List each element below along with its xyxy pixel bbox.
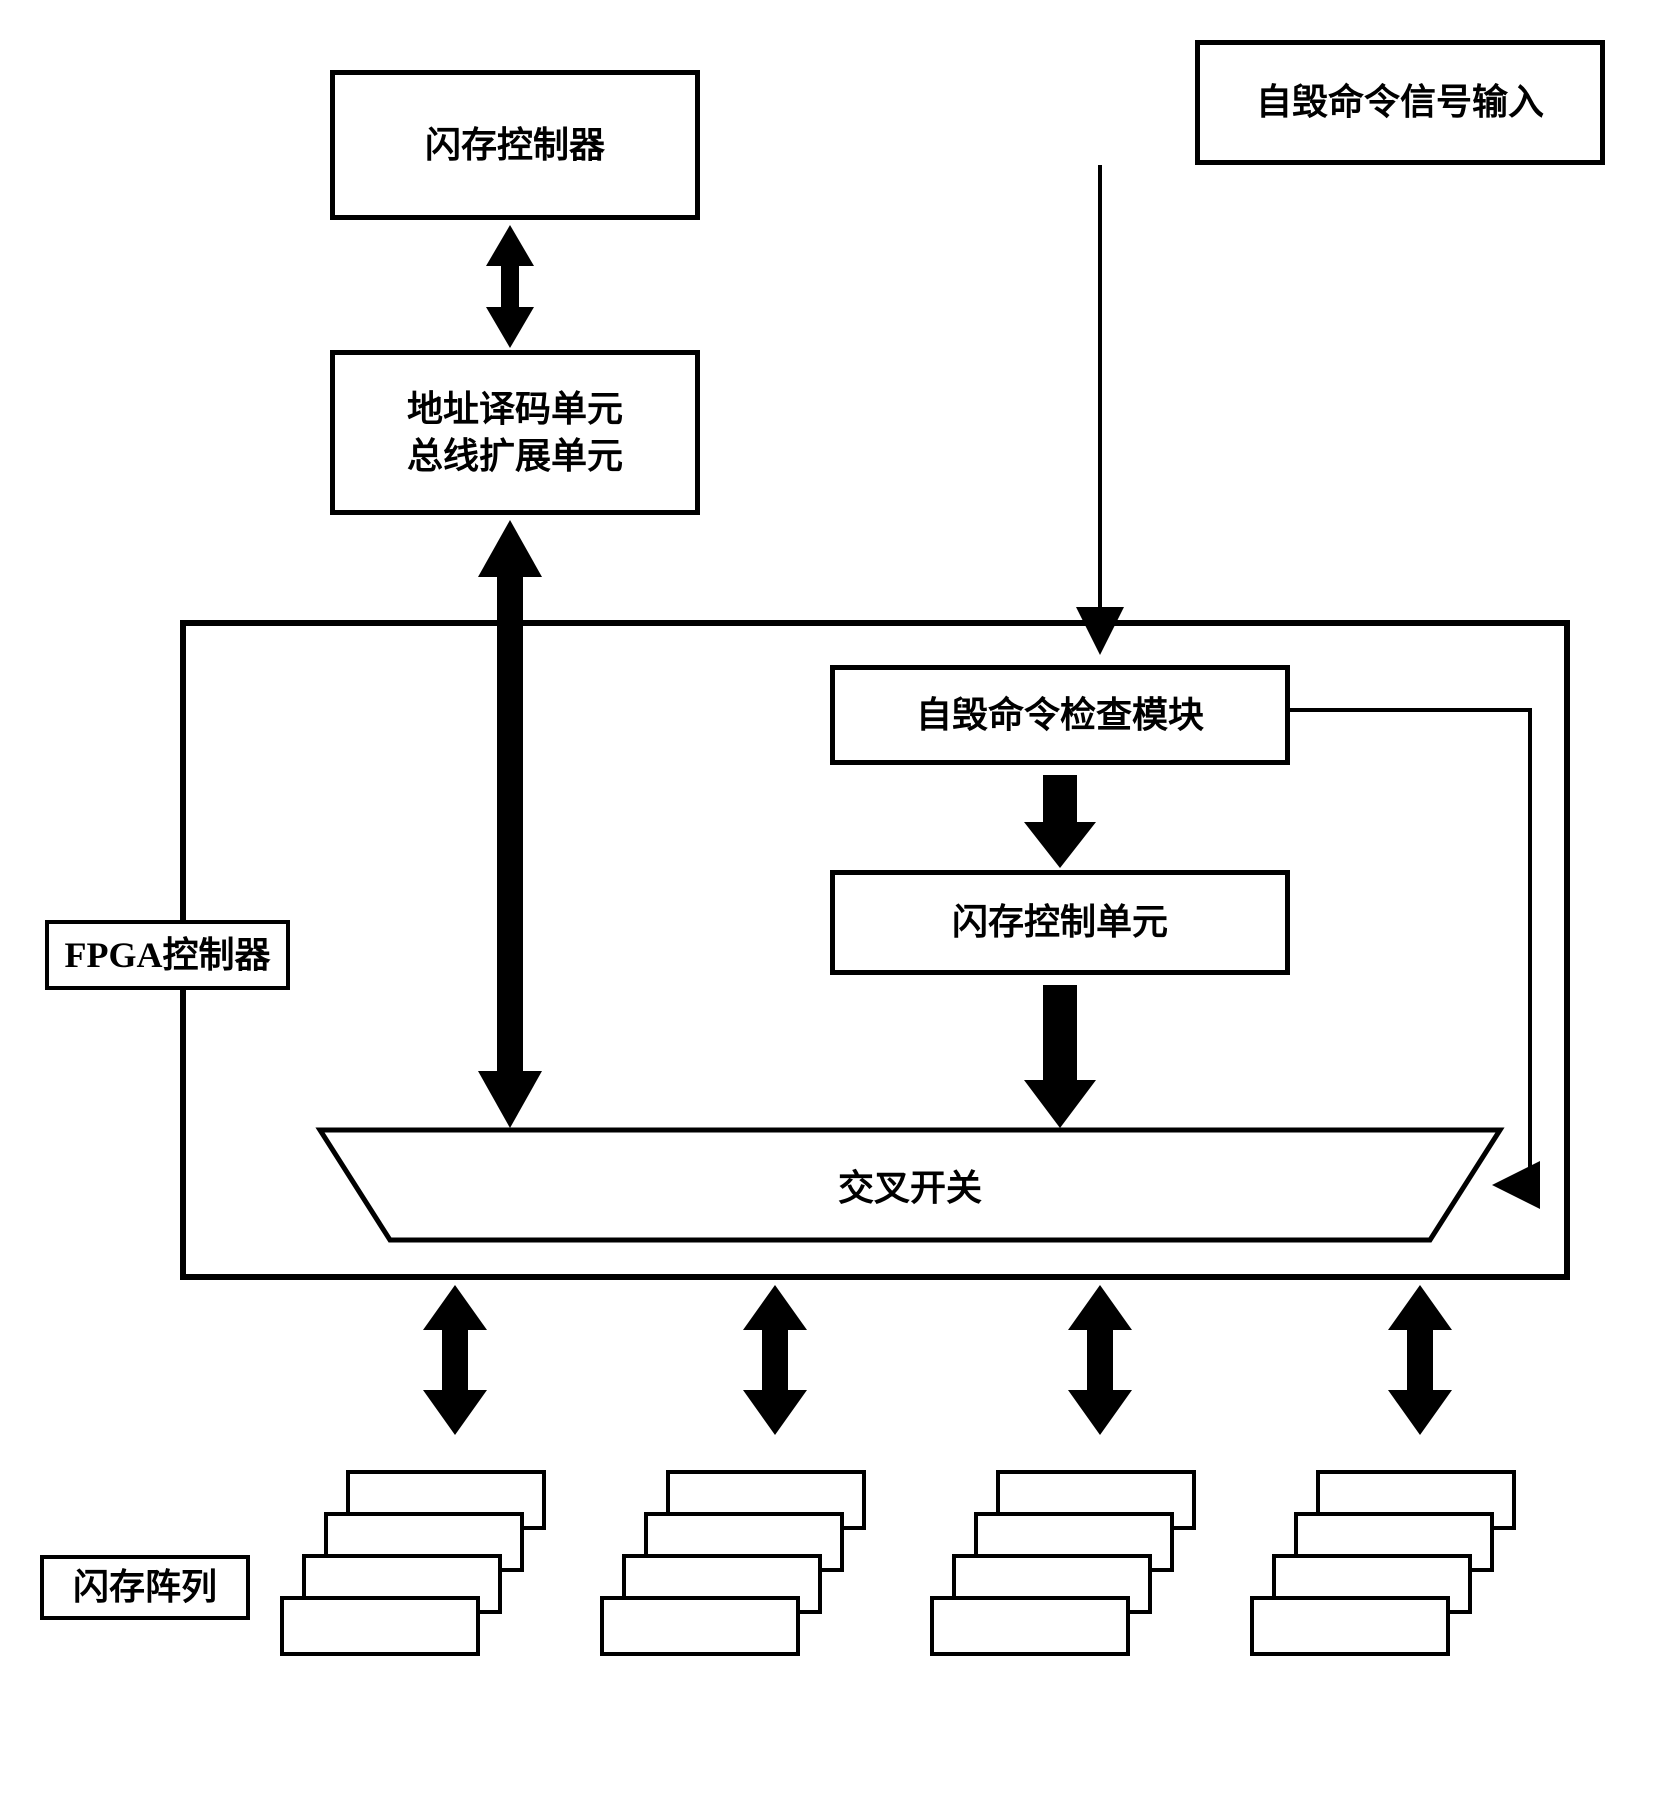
stack-box [930,1596,1130,1656]
crossbar: 交叉开关 [320,1130,1500,1240]
crossbar-label: 交叉开关 [838,1159,982,1211]
arrow-flashctrl-addr [486,225,534,348]
fpga-label: FPGA控制器 [65,932,271,979]
arrow-crossbar-stack-4 [1388,1285,1452,1435]
flash-ctrl-unit-label: 闪存控制单元 [952,899,1168,946]
flash-controller-box: 闪存控制器 [330,70,700,220]
self-destruct-check-box: 自毁命令检查模块 [830,665,1290,765]
stack-box [280,1596,480,1656]
flash-controller-label: 闪存控制器 [425,122,605,169]
flash-ctrl-unit-box: 闪存控制单元 [830,870,1290,975]
arrow-crossbar-stack-3 [1068,1285,1132,1435]
stack-box [1250,1596,1450,1656]
addr-decode-box: 地址译码单元 总线扩展单元 [330,350,700,515]
self-destruct-input-label: 自毁命令信号输入 [1256,79,1544,126]
arrow-crossbar-stack-1 [423,1285,487,1435]
stack-box [600,1596,800,1656]
self-destruct-input-box: 自毁命令信号输入 [1195,40,1605,165]
flash-array-label: 闪存阵列 [73,1564,217,1611]
flash-array-label-box: 闪存阵列 [40,1555,250,1620]
addr-decode-label: 地址译码单元 总线扩展单元 [407,386,623,480]
arrow-crossbar-stack-2 [743,1285,807,1435]
fpga-label-box: FPGA控制器 [45,920,290,990]
self-destruct-check-label: 自毁命令检查模块 [916,692,1204,739]
